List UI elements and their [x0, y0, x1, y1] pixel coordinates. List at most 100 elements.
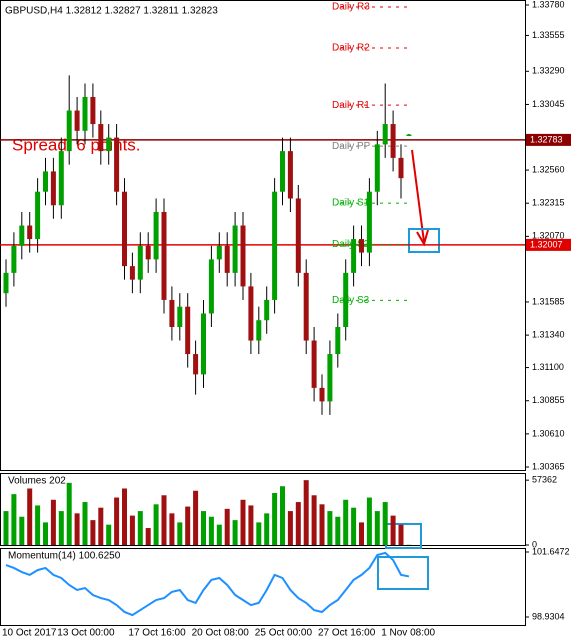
x-tick-label: 10 Oct 2017 — [2, 628, 57, 639]
y-tick-label: 1.31585 — [532, 296, 565, 306]
volume-bar — [240, 499, 246, 545]
volume-bar — [106, 524, 112, 545]
volume-bar — [398, 524, 404, 545]
y-tick-label: 1.33290 — [532, 66, 565, 76]
candle-body — [390, 124, 396, 158]
candle-body — [232, 225, 238, 273]
volume-bar — [224, 508, 230, 545]
candle-body — [177, 306, 183, 327]
candle-body — [35, 191, 41, 240]
pivot-label: Daily S3 — [332, 295, 370, 306]
candle-body — [287, 151, 293, 199]
y-tick-label: 1.31340 — [532, 329, 565, 339]
y-tick-label: 57362 — [532, 475, 557, 485]
candle-body — [43, 171, 48, 192]
y-tick-label: 1.33780 — [532, 0, 565, 9]
candle-body — [161, 212, 167, 300]
candle-body — [382, 124, 388, 145]
volume-bar — [319, 504, 325, 545]
candle-body — [106, 137, 112, 152]
volume-bar — [122, 488, 127, 545]
y-tick-label: 1.32560 — [532, 164, 565, 174]
pivot-label: Daily R3 — [332, 2, 370, 13]
candle-body — [264, 299, 270, 321]
y-tick-label: 1.33045 — [532, 99, 565, 109]
candle-body — [366, 191, 372, 253]
volume-bar — [153, 504, 159, 545]
candle-body — [90, 97, 96, 125]
candle-body — [82, 97, 88, 131]
volume-bar — [82, 502, 88, 545]
momentum-panel — [0, 548, 526, 626]
candle-body — [351, 239, 357, 273]
volume-bar — [137, 511, 143, 545]
volume-bar — [74, 513, 80, 545]
volume-bar — [327, 511, 333, 545]
candle-body — [185, 306, 191, 355]
main-panel — [0, 0, 526, 471]
candle-body — [303, 272, 309, 341]
candle-body — [335, 326, 341, 355]
highlight-box — [377, 556, 429, 590]
candle-body — [248, 286, 254, 341]
candle-body — [145, 245, 151, 260]
y-tick-label: 1.30365 — [532, 461, 565, 471]
candle-body — [208, 259, 214, 314]
candle-body — [169, 299, 175, 327]
price-marker — [526, 133, 571, 146]
volume-bar — [177, 522, 183, 545]
candle-body — [3, 272, 9, 294]
candle-body — [122, 191, 127, 267]
candle-body — [137, 245, 143, 280]
candle-body — [327, 354, 333, 402]
volume-bar — [185, 506, 191, 545]
candle-body — [129, 266, 135, 280]
candle-body — [280, 151, 285, 192]
pivot-label: Daily R1 — [332, 100, 370, 111]
volume-header: Volumes 202 — [8, 476, 66, 487]
pivot-label: Daily S1 — [332, 198, 370, 209]
momentum-header: Momentum(14) 100.6250 — [8, 551, 121, 562]
volume-bar — [208, 516, 214, 545]
volume-bar — [264, 513, 270, 545]
x-tick-label: 13 Oct 00:00 — [57, 628, 115, 639]
volume-bar — [390, 515, 396, 545]
arrow — [411, 149, 425, 243]
volume-bar — [295, 502, 301, 545]
candle-body — [343, 272, 349, 327]
candle-body — [201, 313, 206, 375]
volume-bar — [66, 482, 72, 545]
volume-bar — [382, 502, 388, 545]
candle-body — [240, 225, 246, 287]
candle-body — [406, 134, 412, 136]
candle-body — [193, 354, 199, 375]
volume-bar — [43, 522, 48, 545]
candle-body — [153, 212, 159, 260]
candle-body — [256, 320, 262, 341]
volume-bar — [335, 516, 341, 545]
volume-bar — [256, 522, 262, 545]
candle-body — [398, 157, 404, 179]
volume-bar — [27, 488, 33, 545]
candle-body — [374, 144, 380, 192]
candle-body — [311, 340, 317, 388]
volume-bar — [303, 480, 309, 545]
candle-body — [66, 110, 72, 152]
y-tick-label: 1.30610 — [532, 428, 565, 438]
volume-bar — [3, 511, 9, 545]
volume-bar — [287, 511, 293, 545]
volume-bar — [90, 520, 96, 545]
candle-body — [50, 171, 56, 206]
candle-body — [58, 151, 64, 206]
volume-bar — [58, 511, 64, 545]
x-tick-label: 17 Oct 16:00 — [128, 628, 186, 639]
volume-bar — [216, 524, 222, 545]
volume-bar — [201, 511, 206, 545]
y-tick-label: 101.6472 — [532, 546, 570, 556]
volume-bar — [129, 515, 135, 545]
volume-bar — [248, 505, 254, 545]
pivot-label: Daily R2 — [332, 43, 370, 54]
highlight-box — [408, 228, 440, 253]
volume-bar — [193, 490, 199, 545]
volume-bar — [311, 495, 317, 545]
